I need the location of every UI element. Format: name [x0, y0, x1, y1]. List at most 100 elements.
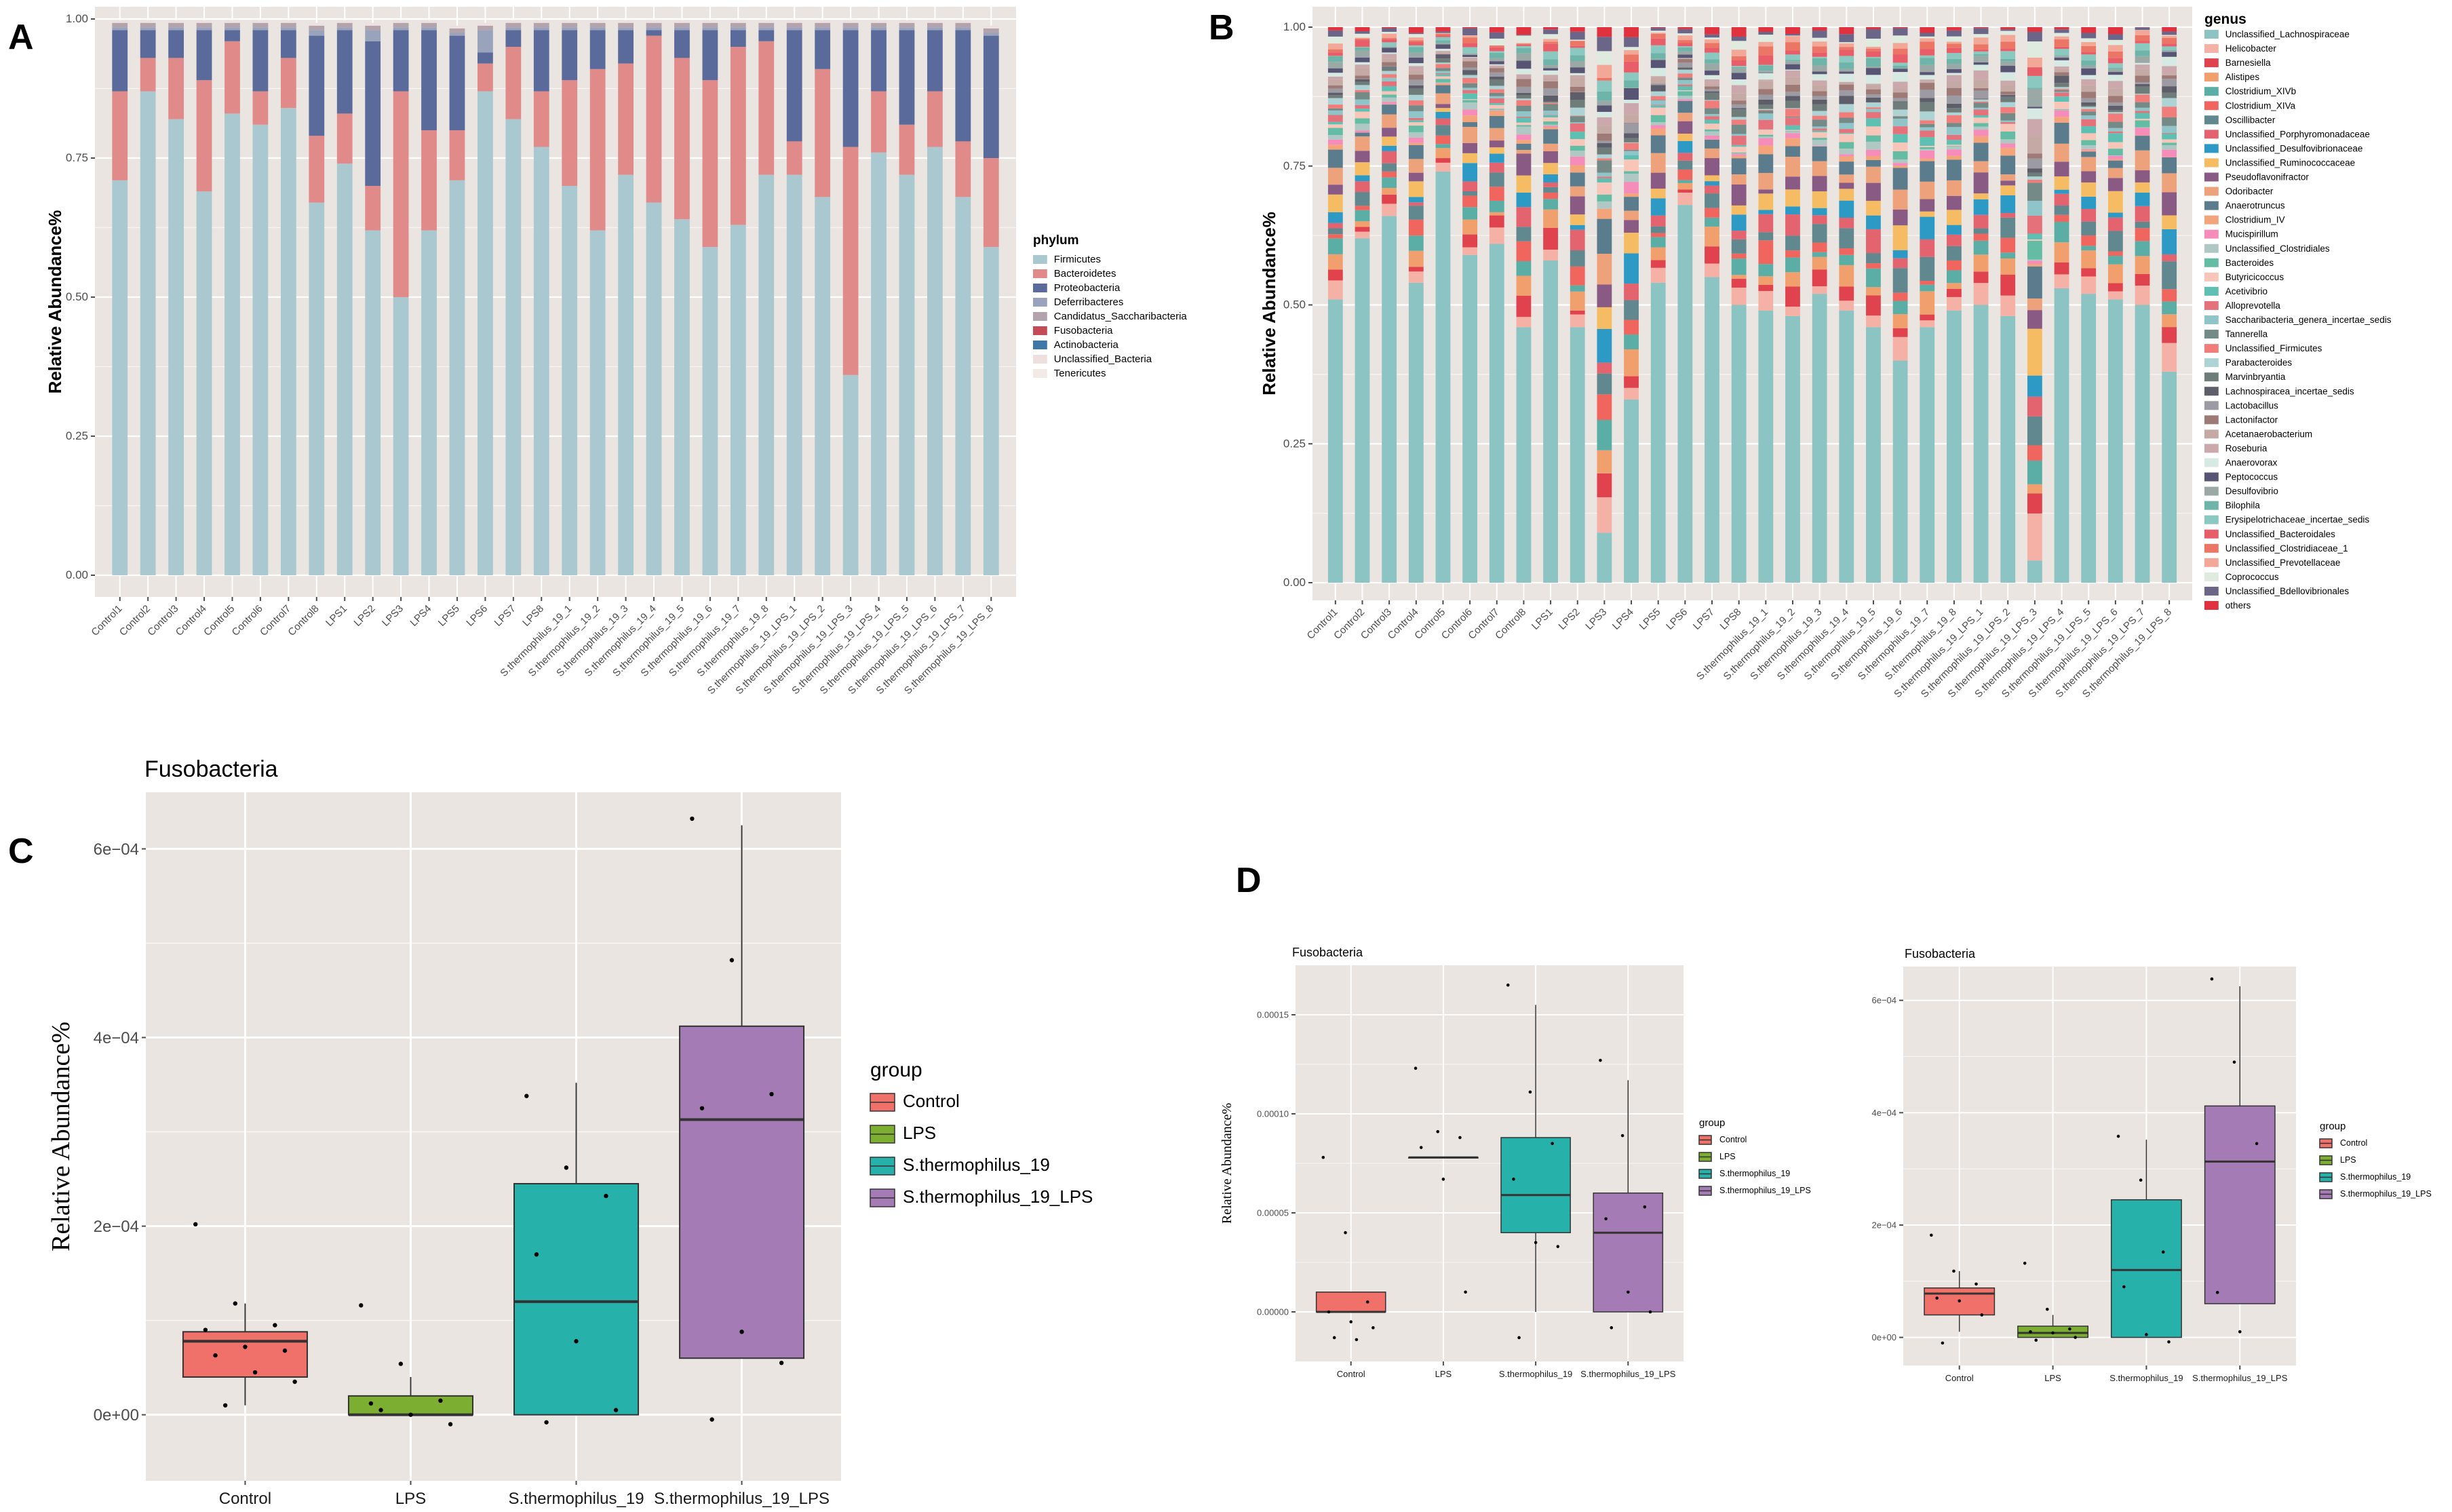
bar-segment: [2027, 460, 2042, 484]
bar-segment: [2000, 185, 2016, 195]
bar-segment: [1597, 194, 1612, 201]
bar-segment: [1973, 102, 1989, 108]
bar-segment: [1758, 113, 1774, 120]
bar-segment: [758, 22, 775, 28]
bar-segment: [1489, 66, 1504, 69]
bar-segment: [815, 22, 831, 28]
bar-segment: [1758, 65, 1774, 71]
bar-segment: [1543, 121, 1558, 125]
bar-segment: [2135, 111, 2150, 113]
bar-segment: [1785, 250, 1800, 258]
bar-segment: [1382, 91, 1397, 95]
bar-segment: [1731, 239, 1747, 254]
bar-segment: [1731, 154, 1747, 156]
legend-label: Oscillibacter: [2225, 115, 2276, 125]
bar-segment: [196, 80, 212, 192]
bar-segment: [1920, 120, 1935, 124]
bar-segment: [1731, 119, 1747, 125]
bar-segment: [1947, 95, 1962, 104]
bar-segment: [1973, 28, 1989, 35]
bar-segment: [2000, 29, 2016, 31]
bar-segment: [2107, 291, 2123, 300]
bar-segment: [1597, 27, 1612, 37]
legend-label: Unclassified_Clostridiaceae_1: [2225, 543, 2348, 554]
bar-segment: [1973, 37, 1989, 45]
bar-segment: [1570, 55, 1585, 62]
data-point: [1930, 1233, 1933, 1237]
bar-segment: [1650, 33, 1666, 34]
bar-segment: [1947, 75, 1962, 82]
bar-segment: [1892, 126, 1908, 134]
legend-key: [2204, 344, 2219, 353]
x-tick-label: S.thermophilus_19: [508, 1490, 644, 1508]
bar-segment: [1624, 54, 1639, 62]
bar-segment: [2000, 96, 2016, 102]
bar-segment: [2000, 41, 2016, 49]
bar-segment: [2081, 126, 2097, 134]
bar-segment: [1327, 56, 1343, 62]
bar-segment: [1435, 118, 1451, 125]
bar-segment: [2135, 305, 2150, 583]
bar-segment: [1731, 100, 1747, 104]
bar-segment: [1355, 99, 1370, 105]
bar-segment: [1543, 51, 1558, 60]
bar-segment: [1327, 139, 1343, 145]
legend-label: S.thermophilus_19_LPS: [1719, 1186, 1811, 1195]
bar-segment: [1650, 104, 1666, 106]
bar-segment: [899, 30, 915, 125]
bar-segment: [1543, 39, 1558, 42]
bar-segment: [1785, 64, 1800, 70]
bar-segment: [1355, 75, 1370, 79]
bar-segment: [1866, 84, 1881, 90]
bar-segment: [1489, 52, 1504, 58]
bar-segment: [1355, 90, 1370, 92]
bar-segment: [1355, 38, 1370, 41]
bar-segment: [955, 197, 971, 575]
bar-segment: [225, 20, 240, 23]
bar-segment: [1489, 212, 1504, 216]
bar-segment: [2054, 205, 2069, 215]
bar-segment: [1516, 153, 1532, 176]
bar-segment: [1866, 68, 1881, 75]
bar-segment: [1758, 189, 1774, 194]
bar-segment: [1920, 111, 1935, 121]
bar-segment: [1650, 267, 1666, 283]
bar-segment: [2054, 90, 2069, 92]
bar-segment: [2135, 136, 2150, 151]
bar-segment: [1543, 151, 1558, 163]
bar-segment: [1570, 115, 1585, 117]
bar-segment: [2107, 142, 2123, 149]
bar-segment: [1866, 159, 1881, 167]
bar-segment: [983, 35, 999, 158]
bar-segment: [562, 186, 578, 575]
legend-key: [1033, 369, 1047, 378]
bar-segment: [252, 20, 269, 23]
bar-segment: [280, 20, 296, 23]
bar-segment: [533, 27, 549, 31]
bar-segment: [955, 30, 971, 142]
legend-label: Barnesiella: [2225, 58, 2271, 68]
bar-segment: [1462, 247, 1478, 255]
bar-segment: [1570, 122, 1585, 123]
bar-segment: [2000, 139, 2016, 144]
bar-segment: [2027, 75, 2042, 88]
bar-segment: [1677, 43, 1693, 47]
bar-segment: [2000, 95, 2016, 97]
bar-segment: [1435, 79, 1451, 83]
bar-segment: [1570, 291, 1585, 311]
bar-segment: [1435, 37, 1451, 41]
legend-label: Acetivibrio: [2225, 286, 2268, 296]
bar-segment: [1758, 104, 1774, 109]
legend-label: Unclassified_Desulfovibrionaceae: [2225, 143, 2363, 153]
bar-segment: [1650, 31, 1666, 33]
data-point: [448, 1422, 453, 1427]
bar-segment: [1677, 51, 1693, 55]
bar-segment: [1489, 128, 1504, 141]
bar-segment: [2162, 92, 2177, 98]
bar-segment: [1462, 43, 1478, 47]
bar-segment: [2000, 217, 2016, 238]
bar-segment: [815, 27, 831, 31]
bar-segment: [1327, 49, 1343, 53]
bar-segment: [1382, 46, 1397, 47]
bar-segment: [2000, 195, 2016, 214]
